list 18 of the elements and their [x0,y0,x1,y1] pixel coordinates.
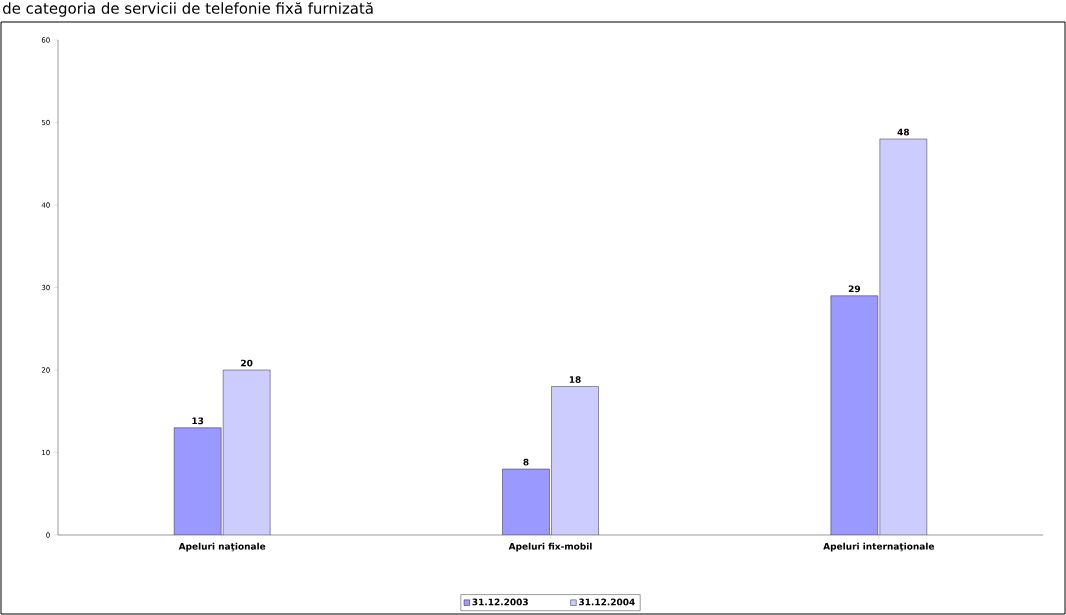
x-tick-label: Apeluri naţionale [178,542,266,552]
data-label: 18 [569,376,581,383]
data-label: 20 [241,359,253,367]
bar [879,138,928,535]
legend-label: 31.12.2004 [579,598,635,606]
bar [502,469,550,535]
x-tick-label: Apeluri internaţionale [823,542,935,552]
bar [551,386,599,535]
chart-title: de categoria de servicii de telefonie fixă furnizată [3,2,373,17]
legend-label: 31.12.2003 [472,598,528,606]
data-label: 13 [192,417,204,425]
bar [223,370,271,535]
x-tick-label: Apeluri fix-mobil [508,542,592,552]
bar [174,427,222,535]
data-label: 29 [848,285,861,293]
data-label: 48 [897,128,910,136]
data-label: 8 [523,458,529,466]
bar [830,295,879,535]
